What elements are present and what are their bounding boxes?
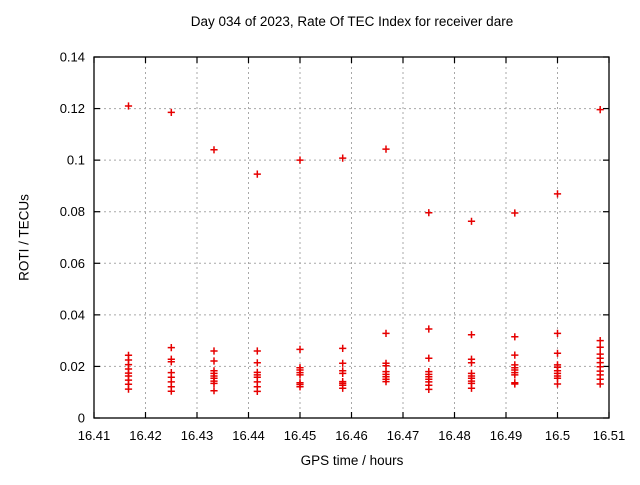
data-point-marker xyxy=(124,102,133,110)
x-tick-label: 16.44 xyxy=(232,428,265,443)
data-point-marker xyxy=(553,190,562,198)
data-point-marker xyxy=(467,384,476,392)
data-point-marker xyxy=(425,354,433,362)
data-point-marker xyxy=(339,384,347,392)
data-point-marker xyxy=(596,343,604,351)
y-tick-label: 0.02 xyxy=(60,359,85,374)
x-tick-label: 16.47 xyxy=(387,428,420,443)
x-tick-label: 16.42 xyxy=(129,428,162,443)
data-point-marker xyxy=(596,380,604,388)
x-tick-label: 16.51 xyxy=(593,428,626,443)
data-point-marker xyxy=(167,108,175,116)
y-tick-label: 0.06 xyxy=(60,256,85,271)
data-point-marker xyxy=(296,383,304,391)
x-tick-label: 16.49 xyxy=(490,428,523,443)
data-point-marker xyxy=(339,154,347,162)
data-point-marker xyxy=(339,359,347,367)
x-tick-label: 16.41 xyxy=(78,428,111,443)
data-point-marker xyxy=(210,347,218,355)
x-tick-label: 16.48 xyxy=(438,428,471,443)
data-point-marker xyxy=(382,329,390,337)
chart-title: Day 034 of 2023, Rate Of TEC Index for r… xyxy=(190,14,514,29)
y-axis-label: ROTI / TECUs xyxy=(16,194,32,281)
data-point-marker xyxy=(124,385,133,393)
data-point-marker xyxy=(296,345,304,353)
data-point-marker xyxy=(425,325,433,333)
data-point-marker xyxy=(511,209,519,217)
x-tick-label: 16.5 xyxy=(545,428,570,443)
data-point-marker xyxy=(210,357,218,365)
data-point-marker xyxy=(553,349,562,357)
data-point-marker xyxy=(296,371,304,379)
data-point-marker xyxy=(425,209,433,217)
data-point-marker xyxy=(596,337,604,345)
data-point-marker xyxy=(253,359,261,367)
data-point-marker xyxy=(382,145,390,153)
y-tick-label: 0.08 xyxy=(60,204,85,219)
x-tick-label: 16.45 xyxy=(284,428,317,443)
data-point-marker xyxy=(210,387,218,395)
data-point-marker xyxy=(339,344,347,352)
data-point-marker xyxy=(596,106,604,114)
data-point-marker xyxy=(553,380,562,388)
data-point-marker xyxy=(167,344,175,352)
y-tick-label: 0.14 xyxy=(60,50,85,65)
data-point-marker xyxy=(253,170,261,178)
data-point-marker xyxy=(511,380,519,388)
data-point-marker xyxy=(467,331,476,339)
data-point-marker xyxy=(339,369,347,377)
data-point-marker xyxy=(511,333,519,341)
y-tick-label: 0.1 xyxy=(67,153,85,168)
data-point-marker xyxy=(167,358,175,366)
y-tick-label: 0 xyxy=(78,411,85,426)
data-point-marker xyxy=(210,379,218,387)
data-point-marker xyxy=(467,359,476,367)
x-tick-label: 16.46 xyxy=(335,428,368,443)
plot-border xyxy=(93,56,610,419)
x-tick-label: 16.43 xyxy=(181,428,214,443)
data-point-marker xyxy=(253,387,261,395)
data-point-marker xyxy=(167,387,175,395)
data-point-marker xyxy=(511,371,519,379)
data-point-marker xyxy=(425,385,433,393)
data-point-marker xyxy=(382,378,390,386)
data-point-marker xyxy=(253,347,261,355)
x-axis-label: GPS time / hours xyxy=(300,453,404,468)
data-point-marker xyxy=(296,156,304,164)
data-point-marker xyxy=(511,351,519,359)
data-point-marker xyxy=(467,217,476,225)
data-point-marker xyxy=(210,146,218,154)
y-tick-label: 0.12 xyxy=(60,101,85,116)
data-point-marker xyxy=(553,329,562,337)
y-tick-label: 0.04 xyxy=(60,307,85,322)
